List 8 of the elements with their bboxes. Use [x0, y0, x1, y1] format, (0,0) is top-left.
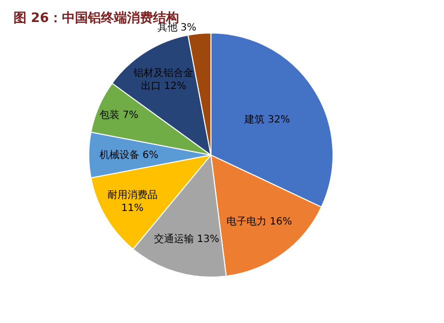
slice-label: 机械设备 6%	[99, 149, 158, 162]
slice-label: 铝材及铝合金出口 12%	[132, 67, 194, 92]
data-label: 11%	[121, 202, 144, 214]
slice-label: 耐用消费品	[107, 188, 158, 201]
slice-label: 交通运输 13%	[154, 232, 220, 245]
slice-label: 包装 7%	[99, 109, 138, 122]
slice-label: 电子电力 16%	[226, 216, 292, 228]
slice-label: 建筑 32%	[244, 114, 290, 126]
